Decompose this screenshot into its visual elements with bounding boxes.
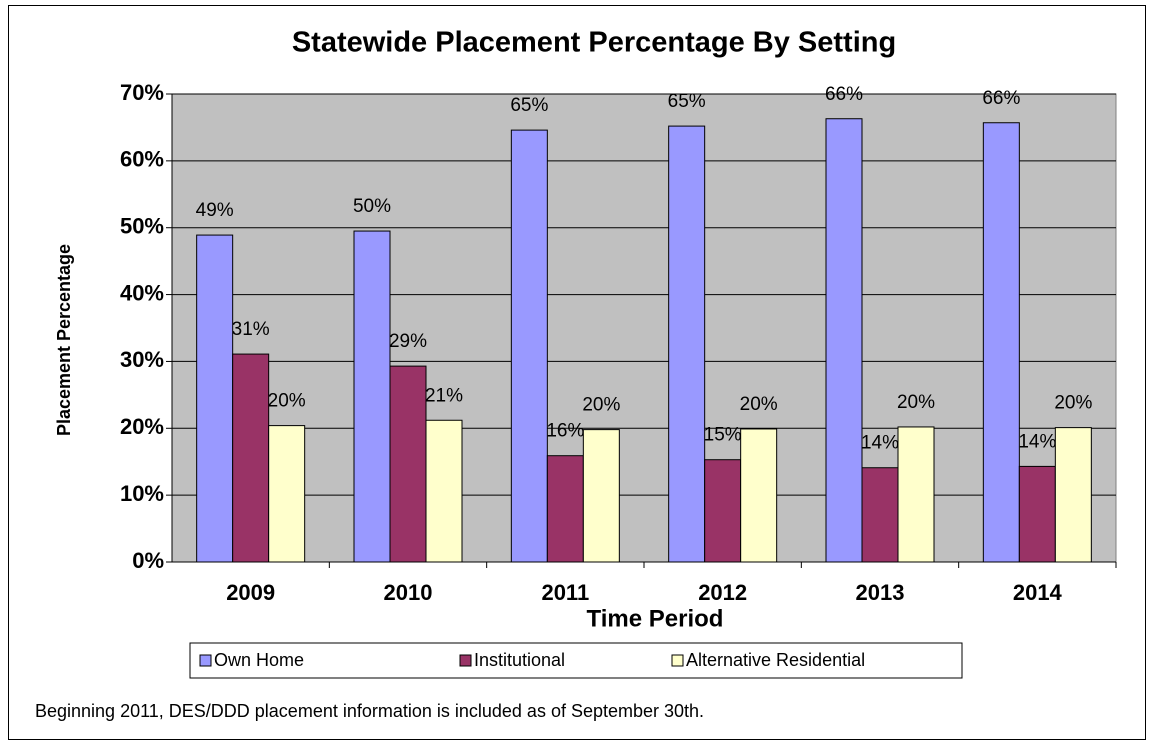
- value-label: 66%: [825, 84, 863, 105]
- legend-swatch: [459, 654, 472, 667]
- y-tick-label: 10%: [120, 481, 164, 506]
- bar: [897, 426, 935, 563]
- value-label: 20%: [582, 395, 620, 416]
- value-label: 20%: [897, 392, 935, 413]
- legend-swatch: [199, 654, 212, 667]
- value-label: 65%: [668, 91, 706, 112]
- x-axis-title: Time Period: [587, 605, 724, 632]
- bar: [546, 455, 584, 563]
- value-label: 20%: [740, 394, 778, 415]
- bar: [1018, 465, 1056, 563]
- x-tick-label: 2010: [384, 580, 433, 605]
- x-tick-label: 2013: [856, 580, 905, 605]
- bar: [510, 129, 548, 563]
- x-tick-label: 2009: [226, 580, 275, 605]
- y-axis-title: Placement Percentage: [54, 244, 74, 436]
- bar: [353, 230, 391, 563]
- bar: [232, 353, 270, 563]
- value-label: 14%: [1018, 431, 1056, 452]
- y-tick-label: 30%: [120, 347, 164, 372]
- value-label: 65%: [510, 95, 548, 116]
- legend-label: Own Home: [214, 650, 304, 670]
- value-label: 29%: [389, 331, 427, 352]
- y-tick-label: 0%: [132, 548, 164, 573]
- bar: [582, 429, 620, 563]
- legend-box: [189, 642, 963, 679]
- value-label: 14%: [861, 433, 899, 454]
- bar: [389, 365, 427, 563]
- legend-label: Institutional: [474, 650, 565, 670]
- bar: [825, 118, 863, 563]
- bar: [425, 419, 463, 563]
- value-label: 20%: [268, 391, 306, 412]
- bar: [704, 459, 742, 563]
- bar: [740, 428, 778, 563]
- x-tick-label: 2012: [698, 580, 747, 605]
- x-tick-label: 2014: [1013, 580, 1063, 605]
- y-tick-label: 70%: [120, 80, 164, 105]
- plot-area: [171, 93, 1117, 563]
- chart-title: Statewide Placement Percentage By Settin…: [292, 27, 896, 59]
- y-tick-label: 50%: [120, 214, 164, 239]
- bar: [668, 125, 706, 563]
- bar: [861, 467, 899, 563]
- value-label: 15%: [704, 425, 742, 446]
- value-label: 50%: [353, 196, 391, 217]
- legend-swatch: [671, 654, 684, 667]
- value-label: 49%: [196, 200, 234, 221]
- value-label: 20%: [1054, 393, 1092, 414]
- value-label: 31%: [232, 319, 270, 340]
- value-label: 21%: [425, 385, 463, 406]
- x-tick-label: 2011: [541, 580, 589, 605]
- bar: [982, 122, 1020, 563]
- footnote: Beginning 2011, DES/DDD placement inform…: [35, 701, 704, 721]
- value-label: 16%: [546, 421, 584, 442]
- y-tick-label: 40%: [120, 280, 164, 305]
- bar: [1054, 427, 1092, 563]
- value-label: 66%: [982, 88, 1020, 109]
- bar: [268, 425, 306, 563]
- bar: [196, 234, 234, 563]
- y-tick-label: 20%: [120, 414, 164, 439]
- legend-label: Alternative Residential: [686, 650, 865, 670]
- y-tick-label: 60%: [120, 147, 164, 172]
